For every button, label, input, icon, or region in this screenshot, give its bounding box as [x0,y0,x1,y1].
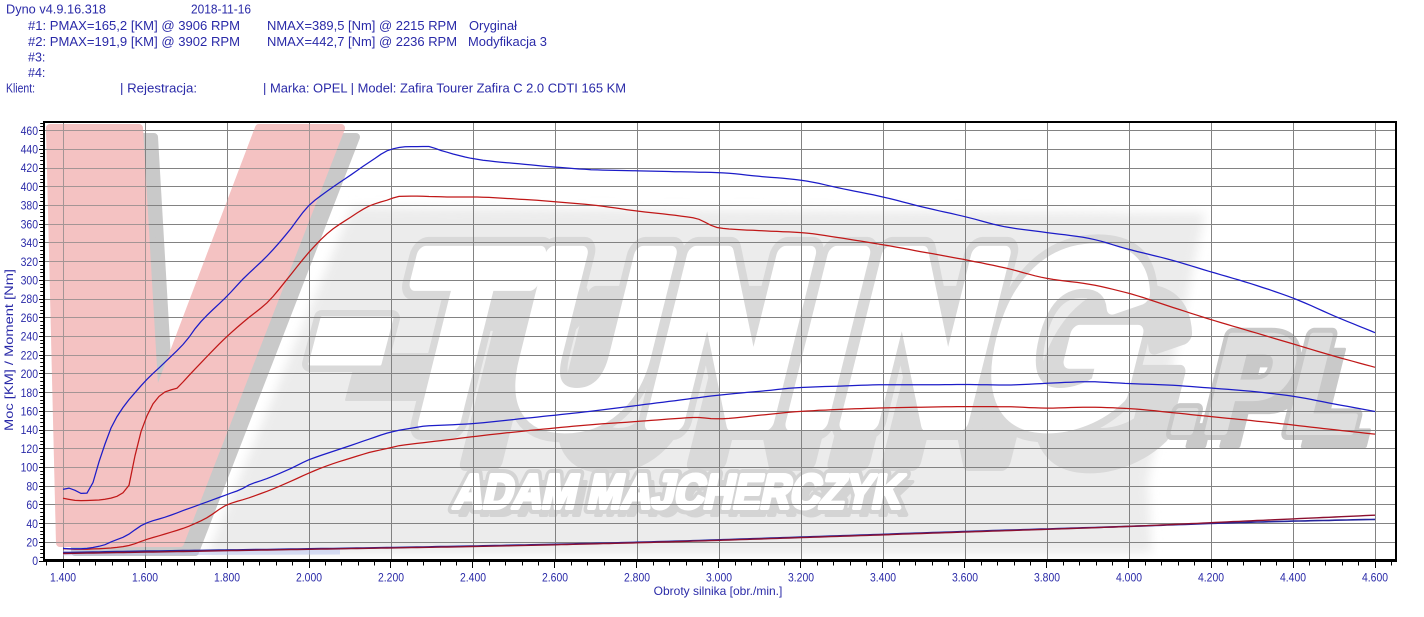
svg-text:NMAX=442,7 [Nm] @ 2236 RPM: NMAX=442,7 [Nm] @ 2236 RPM [267,35,457,49]
svg-text:20: 20 [26,536,38,550]
svg-text:220: 220 [21,348,39,362]
svg-text:TUNING: TUNING [367,203,1181,474]
svg-text:Dyno v4.9.16.318: Dyno v4.9.16.318 [6,3,106,17]
svg-text:460: 460 [21,124,39,138]
svg-text:TUNING: TUNING [409,243,1223,514]
svg-text:1.600: 1.600 [132,571,158,585]
svg-text:#4:: #4: [28,66,45,80]
svg-text:ADAM MAJCHERCZYK: ADAM MAJCHERCZYK [450,465,909,518]
svg-text:320: 320 [21,255,39,269]
svg-text:80: 80 [26,479,38,493]
svg-text:240: 240 [21,330,39,344]
svg-text:3.200: 3.200 [788,571,814,585]
svg-text:440: 440 [21,143,39,157]
svg-text:380: 380 [21,199,39,213]
svg-text:4.400: 4.400 [1280,571,1306,585]
svg-text:4.200: 4.200 [1198,571,1224,585]
svg-text:180: 180 [21,386,39,400]
svg-text:420: 420 [21,161,39,175]
svg-text:120: 120 [21,442,39,456]
svg-text:ADAM MAJCHERCZYK: ADAM MAJCHERCZYK [457,472,916,525]
svg-text:340: 340 [21,236,39,250]
svg-text:100: 100 [21,461,39,475]
svg-text:Obroty silnika [obr./min.]: Obroty silnika [obr./min.] [654,584,783,598]
svg-text:.PL: .PL [1157,306,1386,463]
svg-text:4.000: 4.000 [1116,571,1142,585]
svg-text:400: 400 [21,180,39,194]
svg-text:2.000: 2.000 [296,571,322,585]
svg-text:#3:: #3: [28,51,45,65]
svg-text:Moc [KM] / Moment [Nm]: Moc [KM] / Moment [Nm] [2,269,16,431]
svg-text:3.800: 3.800 [1034,571,1060,585]
svg-text:200: 200 [21,367,39,381]
svg-text:TUNING: TUNING [367,203,1181,474]
svg-text:NMAX=389,5 [Nm] @ 2215 RPM: NMAX=389,5 [Nm] @ 2215 RPM [267,19,457,33]
svg-text:40: 40 [26,517,38,531]
svg-text:1.400: 1.400 [50,571,76,585]
svg-text:.PL: .PL [1171,320,1400,477]
svg-text:2.800: 2.800 [624,571,650,585]
svg-text:2.600: 2.600 [542,571,568,585]
svg-text:#1: PMAX=165,2 [KM] @ 3906 RPM: #1: PMAX=165,2 [KM] @ 3906 RPM [28,19,240,33]
svg-text:| Rejestracja:: | Rejestracja: [120,82,197,96]
svg-text:260: 260 [21,311,39,325]
svg-text:160: 160 [21,405,39,419]
svg-text:1.800: 1.800 [214,571,240,585]
svg-text:3.600: 3.600 [952,571,978,585]
svg-text:Modyfikacja 3: Modyfikacja 3 [468,35,547,49]
svg-text:#2: PMAX=191,9 [KM] @ 3902 RPM: #2: PMAX=191,9 [KM] @ 3902 RPM [28,35,240,49]
svg-text:| Marka: OPEL | Model: Zafira: | Marka: OPEL | Model: Zafira Tourer Zaf… [263,82,626,96]
svg-text:Oryginał: Oryginał [469,19,517,33]
svg-text:2.200: 2.200 [378,571,404,585]
svg-text:ADAM MAJCHERCZYK: ADAM MAJCHERCZYK [450,465,909,518]
svg-text:Klient:: Klient: [6,82,35,96]
svg-text:3.000: 3.000 [706,571,732,585]
svg-text:60: 60 [26,498,38,512]
svg-text:0: 0 [32,554,38,568]
svg-text:140: 140 [21,423,39,437]
svg-text:3.400: 3.400 [870,571,896,585]
svg-text:300: 300 [21,274,39,288]
svg-text:280: 280 [21,292,39,306]
svg-text:4.600: 4.600 [1362,571,1388,585]
svg-text:2.400: 2.400 [460,571,486,585]
svg-text:360: 360 [21,217,39,231]
svg-text:2018-11-16: 2018-11-16 [191,3,251,17]
